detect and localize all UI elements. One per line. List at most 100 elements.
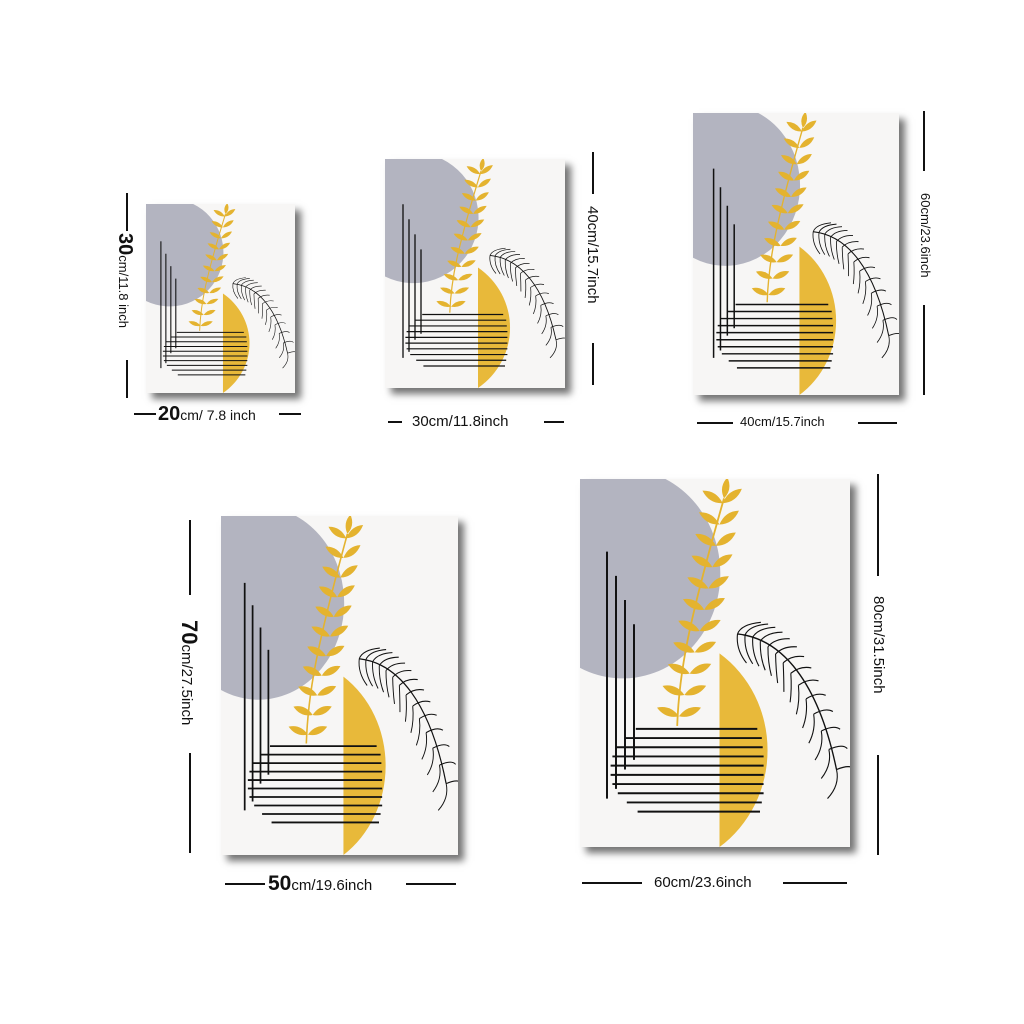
- palm-leaflet: [841, 247, 845, 270]
- gold-leaf-10: [326, 645, 345, 657]
- palm-frond-rib: [489, 254, 557, 340]
- palm-leaflet: [857, 271, 861, 294]
- gold-leaf-1: [436, 300, 451, 308]
- palm-leaflet: [421, 732, 428, 760]
- palm-leaflet: [798, 679, 819, 686]
- palm-leaflet: [736, 633, 747, 664]
- gold-leaf-9: [200, 276, 213, 283]
- gold-leaf-15: [691, 555, 713, 568]
- height-label-20x30: 30cm/11.8 inch: [114, 233, 136, 328]
- gold-leaf-13: [687, 577, 709, 589]
- gold-leaf-23: [801, 113, 808, 128]
- gold-leaf-7: [302, 666, 322, 677]
- gold-leaf-3: [440, 287, 455, 294]
- palm-leaflet: [824, 226, 843, 235]
- palm-leaflet: [378, 665, 384, 693]
- palm-leaflet: [555, 337, 565, 341]
- width-label-40x60: 40cm/15.7inch: [740, 414, 825, 429]
- artwork: [221, 516, 458, 855]
- palm-leaflet: [744, 634, 754, 665]
- palm-leaflet: [265, 309, 268, 325]
- gold-leaf-13: [205, 254, 217, 261]
- gold-leaf-19: [783, 138, 800, 148]
- gold-leaf-14: [333, 605, 352, 617]
- gold-leaf-12: [467, 233, 482, 241]
- height-label-50x70: 70cm/27.5inch: [177, 620, 202, 726]
- palm-leaflet: [802, 698, 808, 729]
- palm-leaflet: [847, 253, 849, 277]
- gold-leaf-22: [722, 488, 742, 504]
- palm-leaflet: [824, 234, 830, 257]
- palm-leaflet: [859, 266, 876, 272]
- palm-leaflet: [279, 331, 290, 334]
- height-line-40x60-bottom: [923, 305, 925, 395]
- palm-leaflet: [812, 231, 821, 255]
- gold-leaf-7: [764, 238, 781, 247]
- palm-leaflet: [808, 714, 815, 744]
- palm-leaflet: [537, 305, 542, 324]
- gold-leaf-13: [456, 220, 471, 228]
- palm-leaflet: [489, 247, 506, 256]
- palm-leaflet: [489, 255, 497, 274]
- width-line-40x60-right: [858, 422, 897, 424]
- gold-leaf-16: [712, 554, 733, 568]
- palm-leaflet: [504, 253, 521, 261]
- palm-leaflet: [759, 641, 766, 671]
- gold-leaf-13: [774, 188, 791, 197]
- palm-leaflet: [261, 303, 263, 319]
- height-line-50x70-bottom: [189, 753, 191, 853]
- palm-leaflet: [432, 765, 441, 793]
- canvas-print-40x60: [693, 113, 899, 395]
- artwork: [385, 159, 565, 388]
- gold-leaf-2: [451, 300, 466, 308]
- palm-leaflet: [775, 653, 779, 684]
- gold-leaf-8: [461, 260, 476, 268]
- palm-leaflet: [790, 666, 812, 674]
- gold-leaf-8: [321, 665, 341, 676]
- palm-leaflet: [385, 670, 390, 698]
- height-line-40x60-top: [923, 111, 925, 171]
- palm-leaflet: [241, 279, 254, 286]
- gold-leaf-21: [702, 490, 723, 504]
- gold-leaf-20: [799, 137, 815, 148]
- gold-leaf-10: [784, 220, 801, 230]
- width-label-30x40: 30cm/11.8inch: [412, 413, 509, 430]
- palm-leaflet: [515, 263, 530, 269]
- palm-leaflet: [439, 761, 456, 766]
- palm-leaflet: [812, 222, 832, 232]
- gold-leaf-6: [776, 254, 794, 263]
- gold-leaf-22: [480, 165, 493, 175]
- width-line-50x70-right: [406, 883, 456, 885]
- palm-leaflet: [836, 766, 850, 771]
- palm-leaflet: [385, 662, 406, 671]
- palm-leaflet: [867, 293, 873, 316]
- palm-leaflet: [865, 277, 881, 282]
- palm-leaflet: [432, 744, 450, 749]
- palm-leaflet: [818, 232, 826, 255]
- gold-leaf-21: [213, 209, 225, 217]
- height-line-60x80-top: [877, 474, 879, 576]
- palm-leaflet: [782, 655, 805, 664]
- palm-leaflet: [524, 279, 527, 299]
- gold-leaf-6: [689, 663, 712, 674]
- palm-leaflet: [494, 248, 511, 257]
- gold-leaf-1: [188, 321, 201, 327]
- gold-leaf-5: [298, 686, 318, 696]
- palm-leaflet: [541, 315, 547, 335]
- gold-leaf-4: [772, 271, 790, 279]
- gold-leaf-17: [695, 533, 716, 546]
- height-line-30x40-bottom: [592, 343, 594, 385]
- palm-leaflet: [882, 317, 898, 321]
- palm-leaflet: [372, 652, 393, 662]
- gold-leaf-9: [307, 646, 327, 657]
- gold-leaf-11: [453, 233, 468, 241]
- palm-leaflet: [249, 290, 252, 306]
- gold-leaf-19: [698, 512, 720, 525]
- palm-leaflet: [533, 295, 537, 315]
- gold-leaf-3: [662, 685, 685, 696]
- gold-leaf-5: [667, 663, 690, 675]
- palm-leaflet: [270, 314, 282, 318]
- palm-leaflet: [862, 281, 867, 304]
- height-label-60x80: 80cm/31.5inch: [870, 596, 887, 694]
- height-line-20x30-top: [126, 193, 128, 231]
